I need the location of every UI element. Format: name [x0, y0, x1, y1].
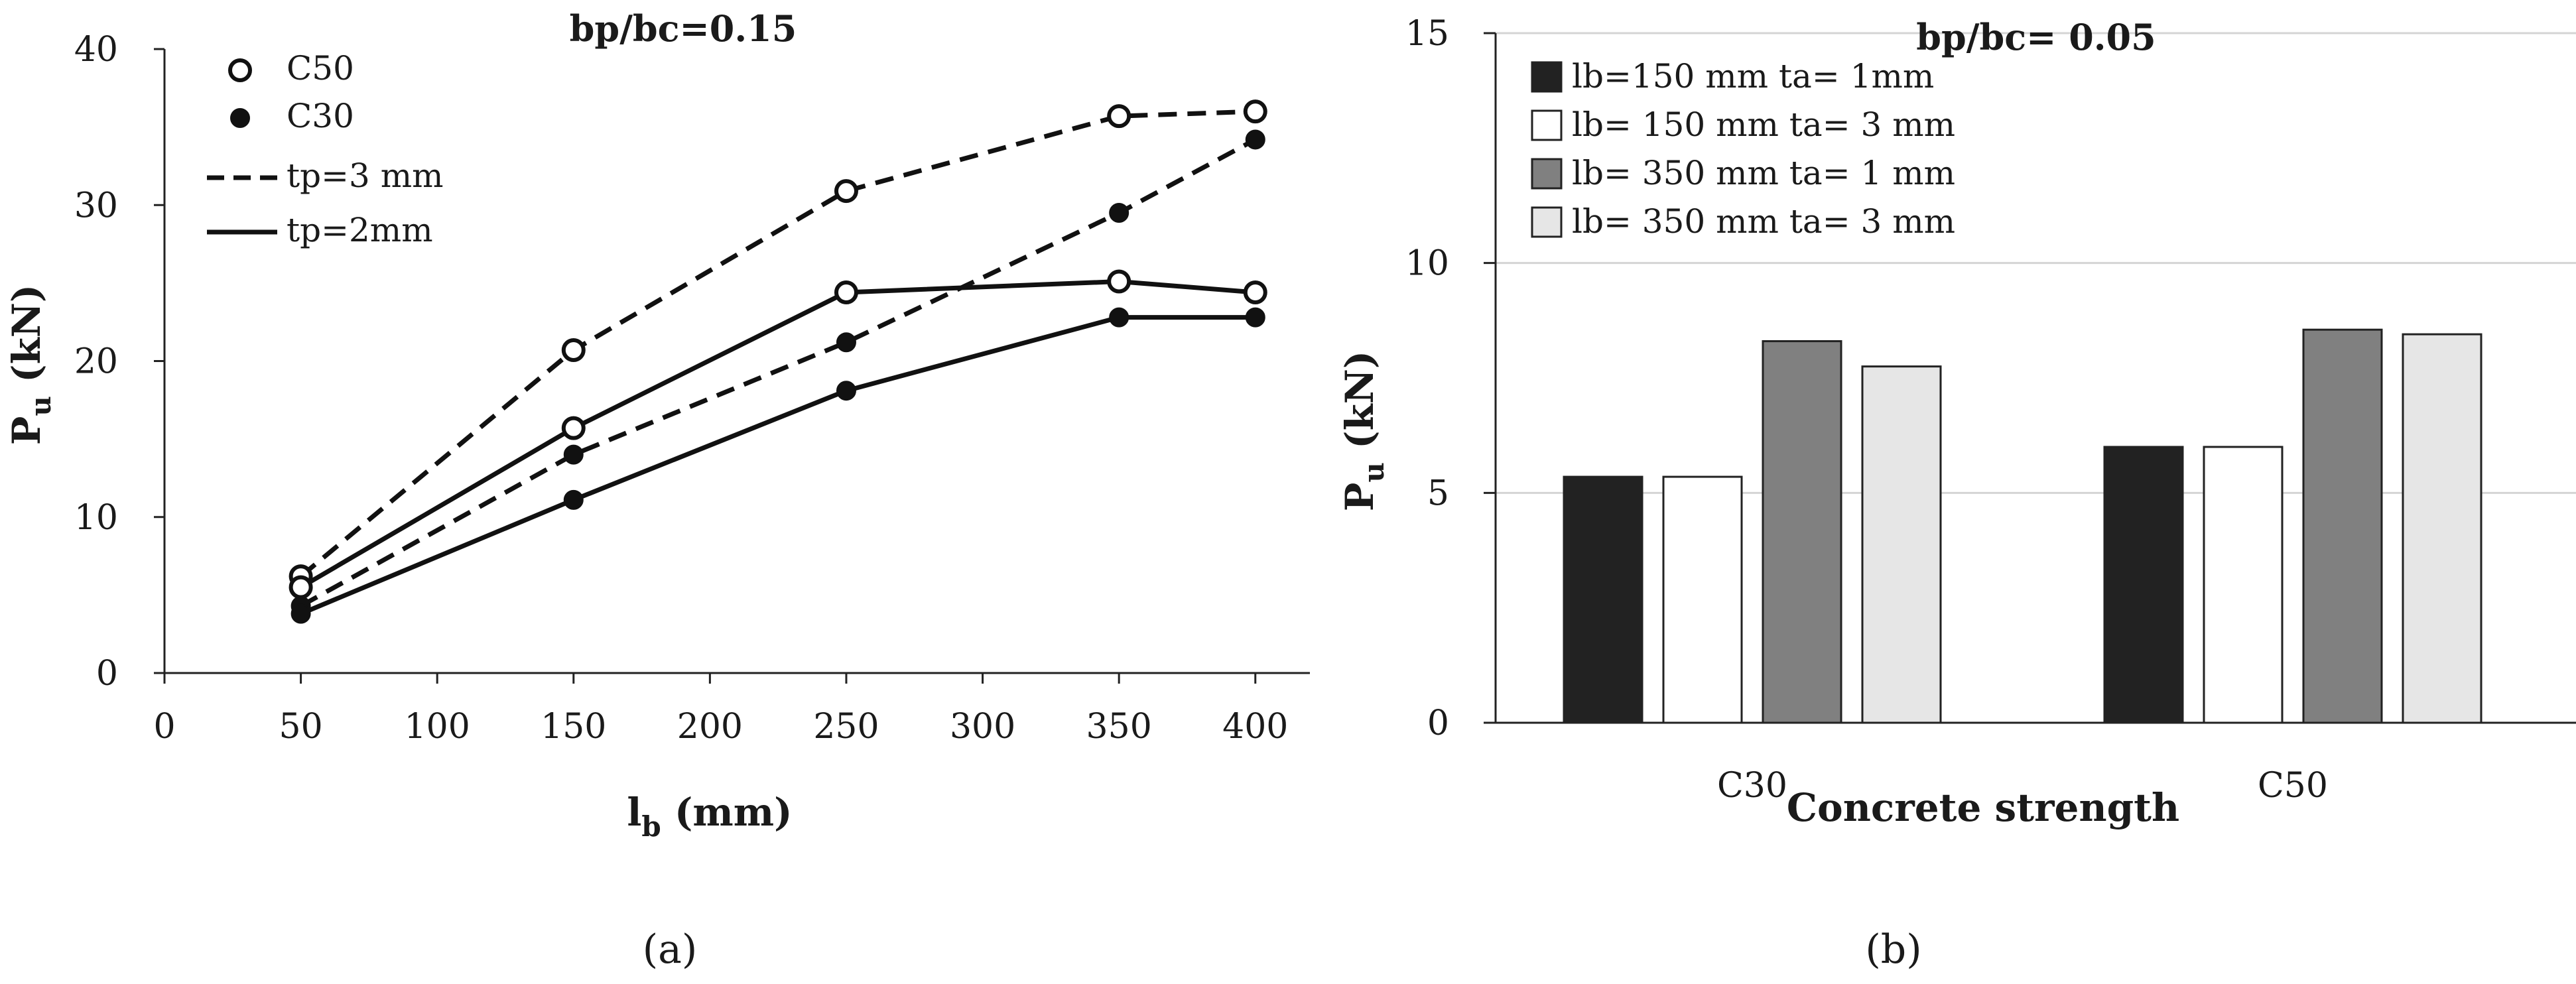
y-tick-label: 15	[1405, 14, 1449, 54]
x-tick-label: 350	[1086, 707, 1152, 747]
x-axis-label-subscript: b	[641, 810, 661, 843]
bar-chart-x-axis-label: Concrete strength	[1787, 785, 2179, 830]
line-chart-legend: C50 C30 tp=3 mm tp=2mm	[207, 49, 444, 249]
bar-chart-y-axis-label: Pu (kN)	[1337, 351, 1390, 511]
legend-label: lb= 350 mm ta= 1 mm	[1572, 154, 1955, 192]
legend-label: lb=150 mm ta= 1mm	[1572, 57, 1934, 95]
y-axis-label-subscript: u	[25, 396, 57, 416]
y-axis-label-subscript: u	[1358, 462, 1390, 483]
x-tick-label: 150	[541, 707, 606, 747]
y-tick-label: 10	[1405, 244, 1449, 284]
data-point	[1109, 203, 1129, 223]
series-line-1	[299, 109, 1256, 578]
series-line-3	[299, 137, 1257, 608]
bar-chart-axes: 0 5 10 15 C30 C50	[1405, 14, 2576, 806]
data-point	[561, 416, 586, 440]
data-point	[563, 444, 584, 465]
bar-c50-series-2	[2203, 446, 2284, 724]
data-point	[1245, 129, 1265, 150]
legend-label: tp=3 mm	[287, 156, 444, 195]
bar-chart-panel: 0 5 10 15 C30 C50 bp/bc= 0.05 Concrete streng…	[1337, 14, 2576, 973]
data-point	[1107, 269, 1131, 294]
y-axis-label-unit: (kN)	[1337, 351, 1382, 462]
y-tick-label: 10	[74, 498, 118, 538]
y-axis-label-unit: (kN)	[4, 284, 49, 396]
bar-chart-legend: lb=150 mm ta= 1mm lb= 150 mm ta= 3 mm lb= …	[1531, 57, 1955, 241]
bar-c50-series-1	[2103, 446, 2184, 724]
y-tick-label: 30	[74, 186, 118, 225]
data-point	[561, 338, 586, 363]
data-point	[1243, 280, 1267, 304]
bar-c30-series-3	[1762, 340, 1842, 724]
data-point	[563, 489, 584, 510]
y-axis-label-main: P	[4, 416, 49, 446]
caption-a: (a)	[643, 926, 698, 973]
x-tick-label: 0	[153, 707, 175, 747]
y-tick-label: 0	[1427, 704, 1449, 743]
x-tick-label: 400	[1222, 707, 1288, 747]
x-tick-label: 250	[813, 707, 879, 747]
legend-swatch	[1531, 109, 1563, 141]
x-axis-label-main: l	[627, 790, 641, 835]
legend-marker-open-circle	[228, 58, 252, 82]
bar-c30-series-2	[1662, 475, 1743, 724]
y-axis-label-main: P	[1337, 483, 1382, 512]
x-tick-label: 200	[677, 707, 743, 747]
legend-swatch	[1531, 158, 1563, 190]
line-chart-series	[289, 99, 1267, 624]
y-tick-label: 20	[74, 342, 118, 382]
series-line-2	[299, 279, 1256, 589]
bar-c30-series-1	[1563, 475, 1643, 724]
legend-swatch	[1531, 61, 1563, 93]
x-tick-label: 50	[279, 707, 323, 747]
data-point	[1109, 307, 1129, 328]
legend-marker-filled-circle	[230, 108, 250, 128]
data-point	[836, 381, 856, 401]
line-chart-title: bp/bc=0.15	[570, 7, 797, 50]
bar-c50-series-4	[2402, 333, 2482, 724]
bar-c30-series-4	[1861, 365, 1942, 724]
data-point	[1245, 307, 1265, 328]
legend-label: C30	[287, 97, 354, 135]
y-tick-label: 0	[96, 654, 118, 694]
legend-label: tp=2mm	[287, 211, 433, 249]
legend-label: C50	[287, 49, 354, 88]
x-category-label: C50	[2258, 766, 2328, 806]
data-point	[834, 179, 858, 204]
x-axis-label-unit: (mm)	[661, 790, 793, 835]
bar-chart-title: bp/bc= 0.05	[1916, 16, 2156, 58]
caption-b: (b)	[1865, 926, 1921, 973]
data-point	[289, 575, 313, 599]
y-tick-label: 40	[74, 30, 118, 70]
series-line-4	[300, 315, 1256, 616]
x-tick-label: 300	[950, 707, 1015, 747]
legend-swatch	[1531, 206, 1563, 238]
legend-label: lb= 150 mm ta= 3 mm	[1572, 105, 1955, 144]
line-chart-y-axis-label: Pu (kN)	[4, 284, 57, 445]
data-point	[1107, 104, 1131, 129]
line-chart-x-axis-label: lb (mm)	[627, 790, 792, 843]
data-point	[836, 332, 856, 353]
data-point	[834, 280, 858, 304]
data-point	[1243, 99, 1267, 124]
x-category-label: C30	[1717, 766, 1787, 806]
legend-label: lb= 350 mm ta= 3 mm	[1572, 202, 1955, 241]
y-tick-label: 5	[1427, 473, 1449, 513]
data-point	[290, 603, 311, 624]
bar-chart-bars	[1563, 328, 2482, 724]
x-tick-label: 100	[405, 707, 470, 747]
bar-c50-series-3	[2302, 328, 2383, 724]
